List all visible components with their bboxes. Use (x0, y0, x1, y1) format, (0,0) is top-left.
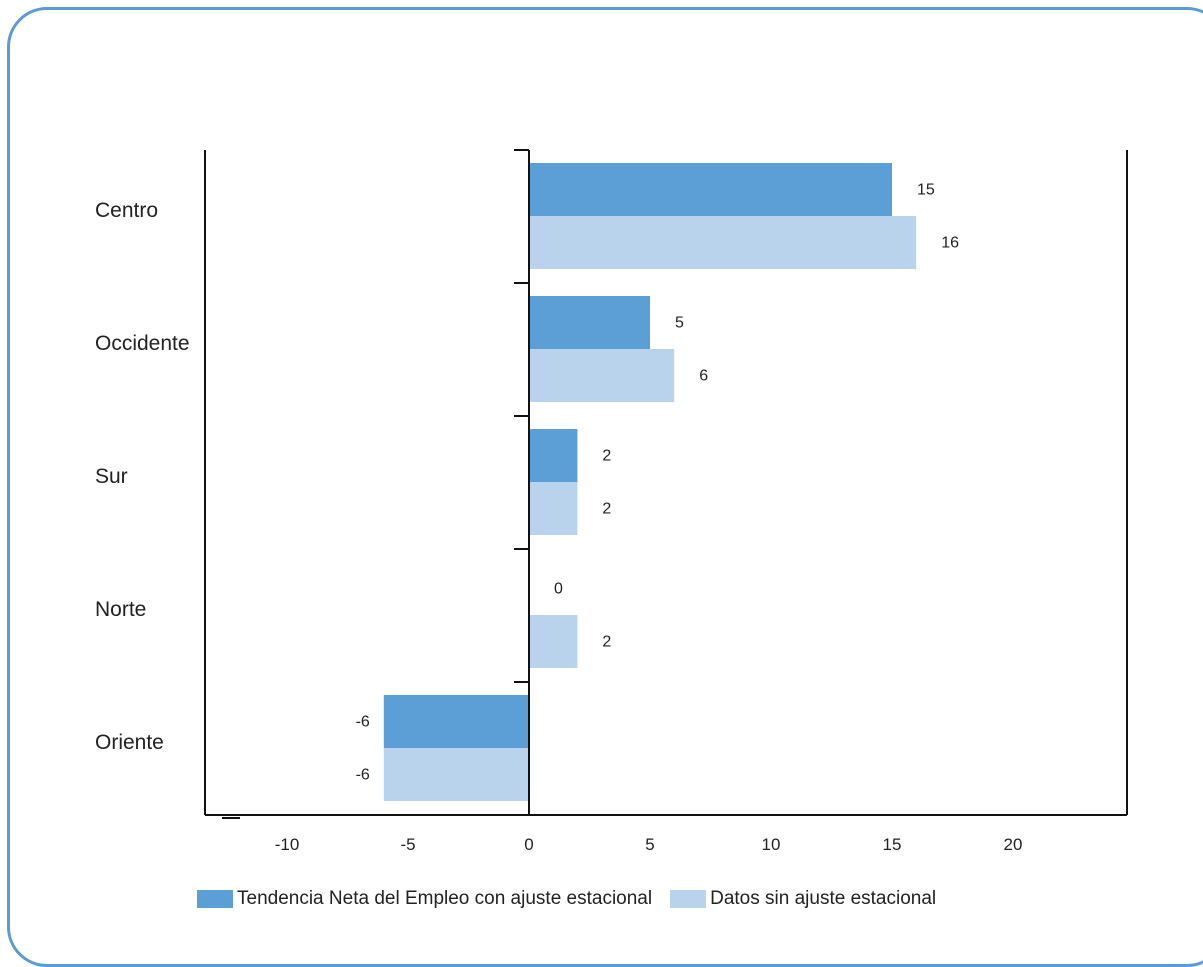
bar-norte-series-1 (529, 615, 578, 668)
x-tick-label: 10 (762, 835, 781, 854)
legend: Tendencia Neta del Empleo con ajuste est… (197, 888, 954, 910)
bar-oriente-series-0 (383, 695, 529, 748)
legend-item-raw: Datos sin ajuste estacional (670, 888, 936, 910)
value-label-centro-series-1: 16 (941, 235, 959, 252)
legend-item-seasonal: Tendencia Neta del Empleo con ajuste est… (197, 888, 652, 910)
category-label-oriente: Oriente (95, 731, 164, 754)
x-tick-label: 20 (1004, 835, 1023, 854)
x-tick-label: 5 (645, 835, 654, 854)
value-label-occidente-series-0: 5 (675, 315, 684, 332)
bar-centro-series-0 (529, 163, 892, 216)
category-label-norte: Norte (95, 598, 146, 621)
legend-swatch-seasonal (197, 890, 233, 908)
category-label-sur: Sur (95, 465, 128, 488)
value-label-centro-series-0: 15 (917, 182, 935, 199)
value-label-sur-series-1: 2 (602, 501, 611, 518)
legend-swatch-raw (670, 890, 707, 908)
bar-sur-series-0 (529, 429, 578, 482)
bar-centro-series-1 (529, 216, 917, 269)
bar-sur-series-1 (529, 482, 578, 535)
x-tick-label: -5 (400, 835, 415, 854)
value-label-occidente-series-1: 6 (699, 368, 708, 385)
bar-oriente-series-1 (383, 748, 529, 801)
x-tick-label: -10 (275, 835, 300, 854)
bar-occidente-series-1 (529, 349, 675, 402)
value-label-oriente-series-1: -6 (356, 767, 370, 784)
bar-chart: 15 16 Centro 5 6 Occidente 2 2 Sur 0 2 Norte -6 -6 Ori… (95, 149, 1128, 854)
value-label-norte-series-1: 2 (602, 634, 611, 651)
value-label-norte-series-0: 0 (554, 581, 563, 598)
legend-label-seasonal: Tendencia Neta del Empleo con ajuste est… (237, 888, 653, 909)
x-tick-label: 15 (883, 835, 902, 854)
category-label-occidente: Occidente (95, 332, 190, 355)
value-label-oriente-series-0: -6 (356, 714, 370, 731)
value-label-sur-series-0: 2 (602, 448, 611, 465)
x-tick-label: 0 (524, 835, 533, 854)
bar-occidente-series-0 (529, 296, 650, 349)
category-label-centro: Centro (95, 199, 158, 222)
legend-label-raw: Datos sin ajuste estacional (710, 888, 937, 909)
